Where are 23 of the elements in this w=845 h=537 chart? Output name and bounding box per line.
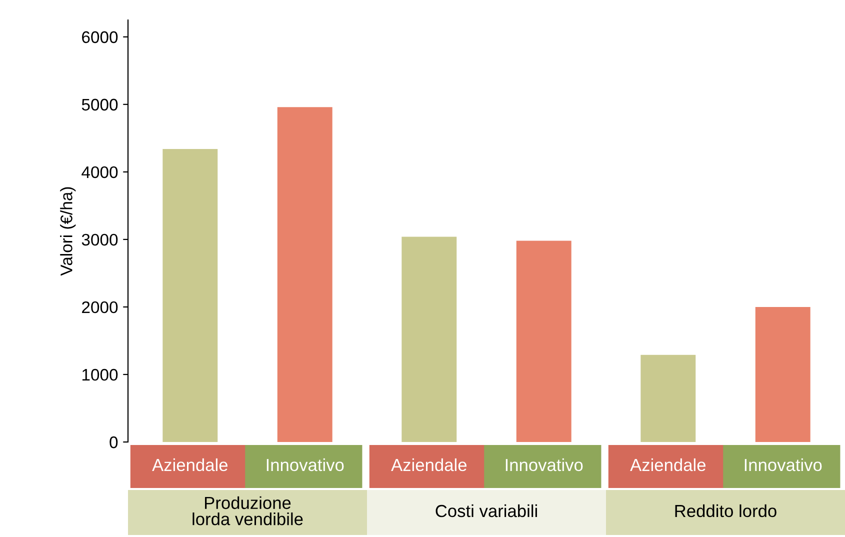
y-tick-label: 4000 — [82, 166, 118, 178]
text: Aziendale — [630, 458, 706, 472]
y-axis-title: Valori (€/ha) — [60, 187, 76, 276]
text: Innovativo — [506, 458, 583, 472]
bar — [277, 107, 332, 442]
y-tick-label: 5000 — [82, 98, 118, 111]
y-tick-label: 2000 — [82, 301, 118, 314]
x-tick-label: Produzione lorda vendibile — [192, 496, 303, 526]
text: Innovativo — [744, 458, 822, 472]
y-tick-label: 1000 — [82, 368, 118, 381]
y-tick-label: 0 — [110, 436, 118, 448]
bar — [640, 354, 696, 442]
y-tick-label: 6000 — [82, 31, 118, 44]
bar — [755, 306, 810, 442]
bar — [402, 236, 457, 442]
x-tick-label: Reddito lordo — [675, 504, 776, 518]
series-label: Aziendale — [152, 458, 228, 472]
text: Aziendale — [391, 458, 466, 472]
bar — [516, 240, 572, 442]
x-tick-label: Costi variabili — [436, 504, 537, 518]
series-label: Innovativo — [266, 458, 344, 472]
bar — [162, 148, 218, 442]
y-tick-label: 3000 — [82, 234, 118, 246]
